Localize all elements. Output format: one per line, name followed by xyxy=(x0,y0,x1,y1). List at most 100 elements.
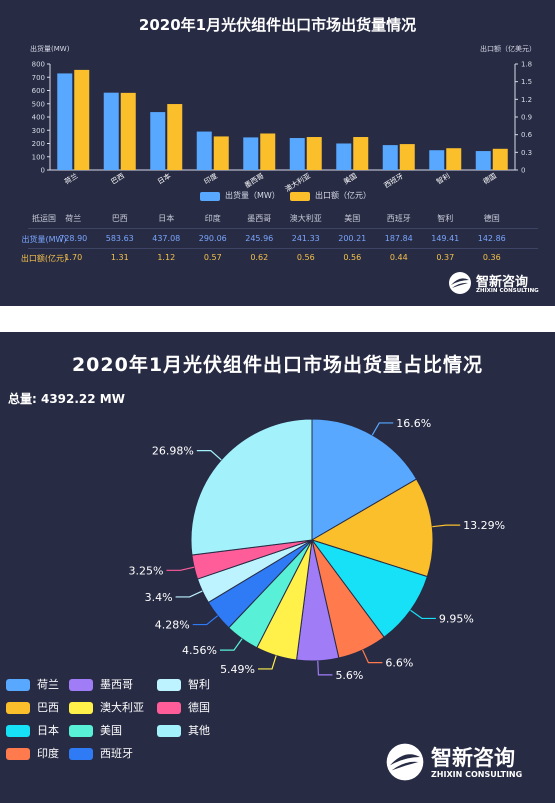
bar-mw[interactable] xyxy=(103,92,119,170)
logo-en-text: ZHIXIN CONSULTING xyxy=(476,288,539,294)
right-tick-label: 1.5 xyxy=(521,78,532,86)
right-tick-label: 0.6 xyxy=(521,131,533,139)
table-mw-cell: 200.21 xyxy=(338,234,367,243)
pie-chart-svg: 16.6% 13.29% 9.95% 6.6% 5.6% 5.49%4.56% 4.28% 3… xyxy=(128,417,505,682)
pie-label: 13.29% xyxy=(463,519,505,532)
legend-swatch-mw xyxy=(200,192,220,201)
legend-label-usd: 出口额（亿元） xyxy=(315,191,371,200)
legend-swatch xyxy=(157,679,181,691)
bar-usd[interactable] xyxy=(260,133,276,170)
left-tick-label: 300 xyxy=(32,127,45,135)
table-usd-cell: 1.12 xyxy=(157,253,176,262)
bar-usd[interactable] xyxy=(120,92,136,170)
logo-cn-text: 智新咨询 xyxy=(476,275,529,290)
pie-label: 6.6% xyxy=(385,657,413,670)
pie-label-line xyxy=(432,524,461,528)
x-tick-label: 印度 xyxy=(202,171,219,186)
right-tick-label: 0.3 xyxy=(521,149,532,157)
left-tick-label: 700 xyxy=(32,74,45,82)
x-tick-label: 墨西哥 xyxy=(243,172,265,190)
x-tick-label: 智利 xyxy=(435,171,452,186)
brand-logo-bottom: 智新咨询 ZHIXIN CONSULTING xyxy=(385,742,550,786)
left-tick-label: 500 xyxy=(32,100,45,108)
bar-usd[interactable] xyxy=(167,104,183,170)
pie-label-line xyxy=(166,566,195,571)
left-tick-label: 0 xyxy=(41,167,45,175)
bar-usd[interactable] xyxy=(492,148,508,170)
bar-usd[interactable] xyxy=(399,144,415,170)
bar-mw[interactable] xyxy=(336,143,352,170)
bar-usd[interactable] xyxy=(74,69,90,170)
left-axis-label: 出货量(MW) xyxy=(30,45,70,53)
pie-chart-title: 2020年1月光伏组件出口市场出货量占比情况 xyxy=(71,354,484,376)
table-header-cell: 巴西 xyxy=(111,214,128,223)
bar-mw[interactable] xyxy=(429,150,445,170)
table-row-mw: 出货量(MW) 728.90 583.63 437.08 290.06 245.96 24… xyxy=(0,234,555,250)
table-mw-cell: 583.63 xyxy=(105,234,134,243)
legend-swatch xyxy=(6,702,30,714)
zhixin-logo-icon xyxy=(386,743,424,781)
bar-usd[interactable] xyxy=(446,148,462,170)
legend-swatch-usd xyxy=(290,192,310,201)
bar-usd[interactable] xyxy=(306,137,322,170)
pie-label-line xyxy=(410,609,436,620)
table-header-cell: 德国 xyxy=(483,214,500,223)
bar-mw[interactable] xyxy=(57,73,73,170)
table-usd-cell: 0.56 xyxy=(296,253,315,262)
pie-label: 9.95% xyxy=(439,612,474,625)
table-header-cell: 美国 xyxy=(344,214,361,223)
pie-label: 4.28% xyxy=(155,619,190,632)
shipment-bar-chart-panel: 2020年1月光伏组件出口市场出货量情况 出货量(MW) 出口额（亿美元） 0 1… xyxy=(0,0,555,306)
bar-usd[interactable] xyxy=(353,137,369,170)
pie-label: 5.6% xyxy=(335,669,363,682)
legend-label: 巴西 xyxy=(37,701,59,714)
x-tick-label: 澳大利亚 xyxy=(283,171,312,193)
legend-swatch xyxy=(69,725,93,737)
pie-slice[interactable] xyxy=(310,539,428,638)
bar-mw[interactable] xyxy=(475,151,491,170)
bar-mw[interactable] xyxy=(289,138,305,170)
legend-label-mw: 出货量（MW） xyxy=(225,191,280,200)
legend-swatch xyxy=(69,702,93,714)
bar-mw[interactable] xyxy=(196,131,212,170)
table-mw-cell: 437.08 xyxy=(152,234,181,243)
bar-mw[interactable] xyxy=(243,137,259,170)
table-header-cell: 墨西哥 xyxy=(247,214,272,223)
legend-label: 其他 xyxy=(188,724,210,737)
table-header-cell: 澳大利亚 xyxy=(289,214,322,223)
bar-mw[interactable] xyxy=(382,145,398,170)
pie-slice[interactable] xyxy=(190,418,313,556)
x-tick-label: 西班牙 xyxy=(382,171,405,190)
legend-label: 美国 xyxy=(100,724,122,737)
left-tick-label: 100 xyxy=(32,153,45,161)
table-mw-cell: 241.33 xyxy=(291,234,320,243)
table-mw-cell: 142.86 xyxy=(477,234,506,243)
pie-label: 5.49% xyxy=(220,663,255,676)
left-tick-label: 200 xyxy=(32,140,45,148)
table-usd-cell: 0.62 xyxy=(250,253,269,262)
right-tick-label: 1.2 xyxy=(521,96,532,104)
x-tick-label: 巴西 xyxy=(110,172,126,186)
share-pie-chart-panel: 2020年1月光伏组件出口市场出货量占比情况 总量: 4392.22 MW 16… xyxy=(0,332,555,803)
total-label: 总量: 4392.22 MW xyxy=(8,392,125,406)
pie-label: 26.98% xyxy=(152,445,194,458)
table-divider xyxy=(28,248,538,249)
bar-mw[interactable] xyxy=(150,112,166,170)
bar-usd[interactable] xyxy=(213,136,229,170)
pie-label-line xyxy=(175,590,203,598)
pie-label: 16.6% xyxy=(396,417,431,430)
zhixin-logo-icon xyxy=(449,272,471,294)
legend-label: 印度 xyxy=(37,747,59,760)
right-tick-label: 0.9 xyxy=(521,114,532,122)
table-usd-cell: 0.56 xyxy=(343,253,362,262)
x-tick-label: 德国 xyxy=(481,171,498,186)
table-header-cell: 西班牙 xyxy=(386,214,411,223)
legend-swatch xyxy=(6,725,30,737)
pie-label: 4.56% xyxy=(182,644,217,657)
pie-label-line xyxy=(317,660,333,676)
legend-swatch xyxy=(157,725,181,737)
legend-label: 荷兰 xyxy=(37,678,59,691)
legend-label: 智利 xyxy=(188,678,210,691)
right-tick-label: 1.8 xyxy=(521,61,532,69)
legend-swatch xyxy=(6,679,30,691)
